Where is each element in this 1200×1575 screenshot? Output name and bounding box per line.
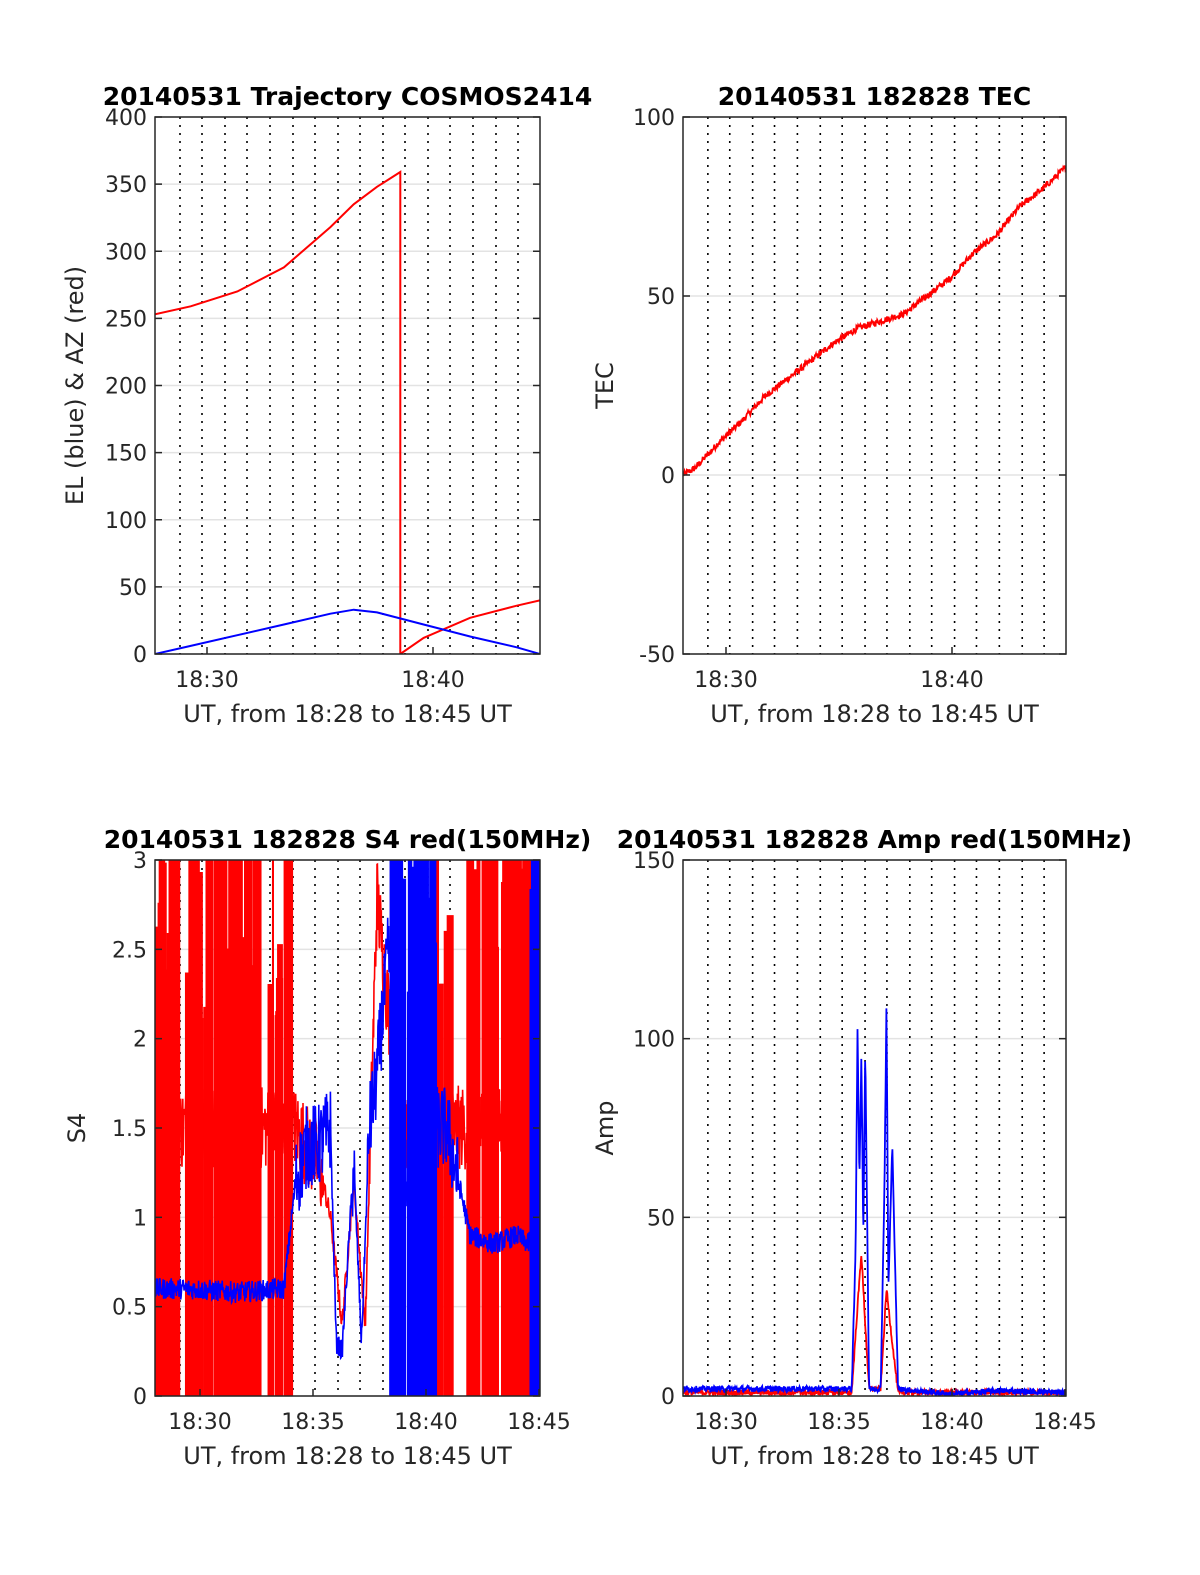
xtick-label: 18:40 <box>401 668 464 693</box>
chart-title: 20140531 182828 S4 red(150MHz) <box>104 825 592 854</box>
ytick-label: 2.5 <box>112 938 147 963</box>
series-line-0 <box>683 164 1066 477</box>
plot-area <box>155 170 540 654</box>
axes-box <box>682 116 1067 655</box>
ytick-label: 50 <box>647 285 675 310</box>
ytick-label: 0 <box>661 464 675 489</box>
xtick-label: 18:45 <box>507 1410 570 1435</box>
chart-title: 20140531 182828 TEC <box>718 82 1031 111</box>
xtick-label: 18:30 <box>175 668 238 693</box>
xtick-label: 18:30 <box>694 668 757 693</box>
xtick-label: 18:45 <box>1033 1410 1096 1435</box>
x-axis-label: UT, from 18:28 to 18:45 UT <box>183 1442 512 1470</box>
xtick-label: 18:30 <box>694 1410 757 1435</box>
ytick-label: 100 <box>633 106 675 131</box>
traj-panel: 0 50 100 150 200 250 300 350 400 18:30 18:40 201405… <box>61 82 592 728</box>
x-axis-label: UT, from 18:28 to 18:45 UT <box>183 700 512 728</box>
series-line-1 <box>155 608 540 654</box>
ytick-label: 400 <box>105 106 147 131</box>
x-axis-label: UT, from 18:28 to 18:45 UT <box>710 700 1039 728</box>
xtick-label: 18:40 <box>394 1410 457 1435</box>
ytick-label: 1.5 <box>112 1117 147 1142</box>
chart-title: 20140531 182828 Amp red(150MHz) <box>617 825 1133 854</box>
plot-area <box>155 860 540 1396</box>
ytick-label: 300 <box>105 240 147 265</box>
ytick-label: 0 <box>661 1385 675 1410</box>
y-axis-label: TEC <box>591 362 619 410</box>
ytick-label: 200 <box>105 375 147 400</box>
ytick-label: 50 <box>119 576 147 601</box>
y-axis-label: Amp <box>591 1100 619 1155</box>
y-axis-label: EL (blue) & AZ (red) <box>61 266 89 505</box>
x-axis-label: UT, from 18:28 to 18:45 UT <box>710 1442 1039 1470</box>
ytick-label: 150 <box>105 442 147 467</box>
xtick-label: 18:30 <box>168 1410 231 1435</box>
xtick-label: 18:35 <box>281 1410 344 1435</box>
series-line-1 <box>683 1008 1066 1396</box>
plot-area <box>683 164 1066 477</box>
axes-box <box>682 859 1067 1397</box>
amp-panel: 0 50 100 150 18:30 18:35 18:40 18:45 20140531 18… <box>591 825 1132 1470</box>
series-line-1 <box>155 917 540 1361</box>
chart-title: 20140531 Trajectory COSMOS2414 <box>103 82 593 111</box>
ytick-label: 250 <box>105 307 147 332</box>
series-line-0 <box>683 1256 1066 1396</box>
ytick-label: 1 <box>133 1206 147 1231</box>
ytick-label: 150 <box>633 849 675 874</box>
ytick-label: 3 <box>133 849 147 874</box>
xtick-label: 18:40 <box>920 1410 983 1435</box>
series-line-0 <box>155 170 540 654</box>
ytick-label: 100 <box>105 509 147 534</box>
ytick-label: 100 <box>633 1028 675 1053</box>
xtick-label: 18:35 <box>807 1410 870 1435</box>
ytick-label: 50 <box>647 1206 675 1231</box>
s4-panel: 0 0.5 1 1.5 2 2.5 3 18:30 18:35 18:40 18:45 2014053… <box>63 825 592 1470</box>
ytick-label: 0.5 <box>112 1296 147 1321</box>
tec-panel: -50 0 50 100 18:30 18:40 20140531 182828 TEC UT… <box>591 82 1067 728</box>
y-axis-label: S4 <box>63 1113 91 1144</box>
ytick-label: -50 <box>639 643 675 668</box>
xtick-label: 18:40 <box>920 668 983 693</box>
ytick-label: 2 <box>133 1028 147 1053</box>
ytick-label: 0 <box>133 643 147 668</box>
ytick-label: 350 <box>105 173 147 198</box>
plot-area <box>683 1008 1066 1396</box>
ytick-label: 0 <box>133 1385 147 1410</box>
